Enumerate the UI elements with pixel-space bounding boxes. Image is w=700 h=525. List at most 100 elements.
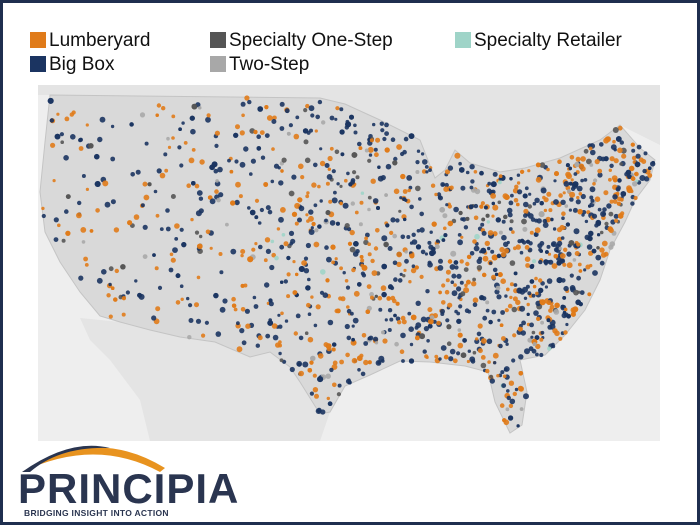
store-dot — [306, 191, 310, 195]
store-dot — [393, 313, 397, 318]
store-dot — [607, 226, 613, 232]
store-dot — [416, 229, 421, 233]
store-dot — [409, 241, 414, 245]
store-dot — [527, 204, 532, 209]
store-dot — [267, 209, 273, 215]
store-dot — [288, 190, 295, 197]
store-dot — [340, 152, 345, 157]
store-dot — [331, 197, 338, 204]
store-dot — [374, 341, 379, 345]
store-dot — [616, 201, 622, 206]
store-dot — [313, 203, 318, 208]
store-dot — [403, 136, 409, 142]
store-dot — [214, 130, 220, 136]
store-dot — [335, 221, 340, 226]
store-dot — [447, 165, 454, 171]
store-dot — [548, 259, 554, 265]
store-dot — [281, 157, 287, 163]
store-dot — [522, 226, 528, 232]
store-dot — [539, 162, 546, 168]
store-dot — [254, 215, 259, 220]
store-dot — [319, 160, 326, 167]
store-dot — [307, 368, 313, 373]
store-dot — [521, 320, 526, 326]
store-dot — [325, 343, 332, 349]
store-dot — [535, 176, 542, 183]
store-dot — [619, 140, 624, 145]
store-dot — [490, 249, 495, 254]
store-dot — [553, 309, 560, 315]
store-dot — [355, 175, 360, 180]
store-dot — [497, 200, 502, 205]
store-dot — [156, 168, 162, 174]
store-dot — [627, 174, 632, 179]
store-dot — [399, 196, 403, 200]
logo: PRINCIPIA BRIDGING INSIGHT INTO ACTION — [18, 445, 238, 518]
store-dot — [530, 335, 534, 339]
store-dot — [266, 115, 273, 121]
store-dot — [428, 318, 434, 325]
store-dot — [120, 264, 126, 270]
store-dot — [486, 188, 492, 194]
store-dot — [536, 218, 542, 224]
store-dot — [52, 179, 56, 183]
store-dot — [259, 207, 264, 213]
store-dot — [352, 341, 357, 345]
store-dot — [320, 409, 326, 415]
store-dot — [570, 311, 576, 317]
store-dot — [440, 308, 445, 314]
store-dot — [334, 257, 338, 261]
store-dot — [395, 301, 400, 306]
store-dot — [135, 169, 141, 175]
store-dot — [171, 136, 175, 140]
store-dot — [234, 159, 239, 164]
store-dot — [376, 206, 380, 210]
store-dot — [515, 244, 521, 250]
store-dot — [402, 197, 406, 202]
store-dot — [357, 368, 361, 372]
store-dot — [367, 207, 371, 212]
store-dot — [235, 181, 241, 188]
store-dot — [520, 238, 525, 243]
store-dot — [231, 303, 237, 308]
store-dot — [280, 280, 284, 284]
store-dot — [499, 246, 505, 253]
store-dot — [384, 147, 390, 153]
store-dot — [590, 198, 595, 203]
store-dot — [360, 271, 365, 276]
store-dot — [217, 166, 223, 173]
store-dot — [495, 285, 501, 291]
store-dot — [271, 323, 278, 329]
store-dot — [390, 137, 396, 142]
store-dot — [498, 343, 503, 349]
store-dot — [63, 155, 69, 161]
store-dot — [409, 342, 414, 347]
store-dot — [535, 300, 541, 307]
store-dot — [612, 127, 619, 133]
store-dot — [314, 393, 319, 399]
store-dot — [569, 273, 574, 278]
store-dot — [557, 236, 562, 242]
legend-swatch — [210, 56, 226, 72]
store-dot — [540, 330, 545, 335]
store-dot — [487, 181, 492, 186]
store-dot — [205, 116, 211, 123]
store-dot — [458, 210, 463, 216]
store-dot — [506, 287, 510, 292]
store-dot — [546, 300, 552, 305]
store-dot — [625, 169, 632, 176]
store-dot — [269, 264, 275, 271]
store-dot — [502, 418, 507, 423]
store-dot — [147, 182, 152, 187]
store-dot — [458, 161, 462, 166]
store-dot — [464, 283, 468, 288]
store-dot — [395, 316, 401, 322]
store-dot — [104, 201, 111, 208]
store-dot — [444, 182, 449, 188]
store-dot — [190, 128, 196, 135]
store-dot — [252, 295, 257, 300]
store-dot — [600, 211, 607, 217]
store-dot — [41, 213, 46, 219]
store-dot — [236, 346, 243, 353]
store-dot — [454, 265, 459, 270]
